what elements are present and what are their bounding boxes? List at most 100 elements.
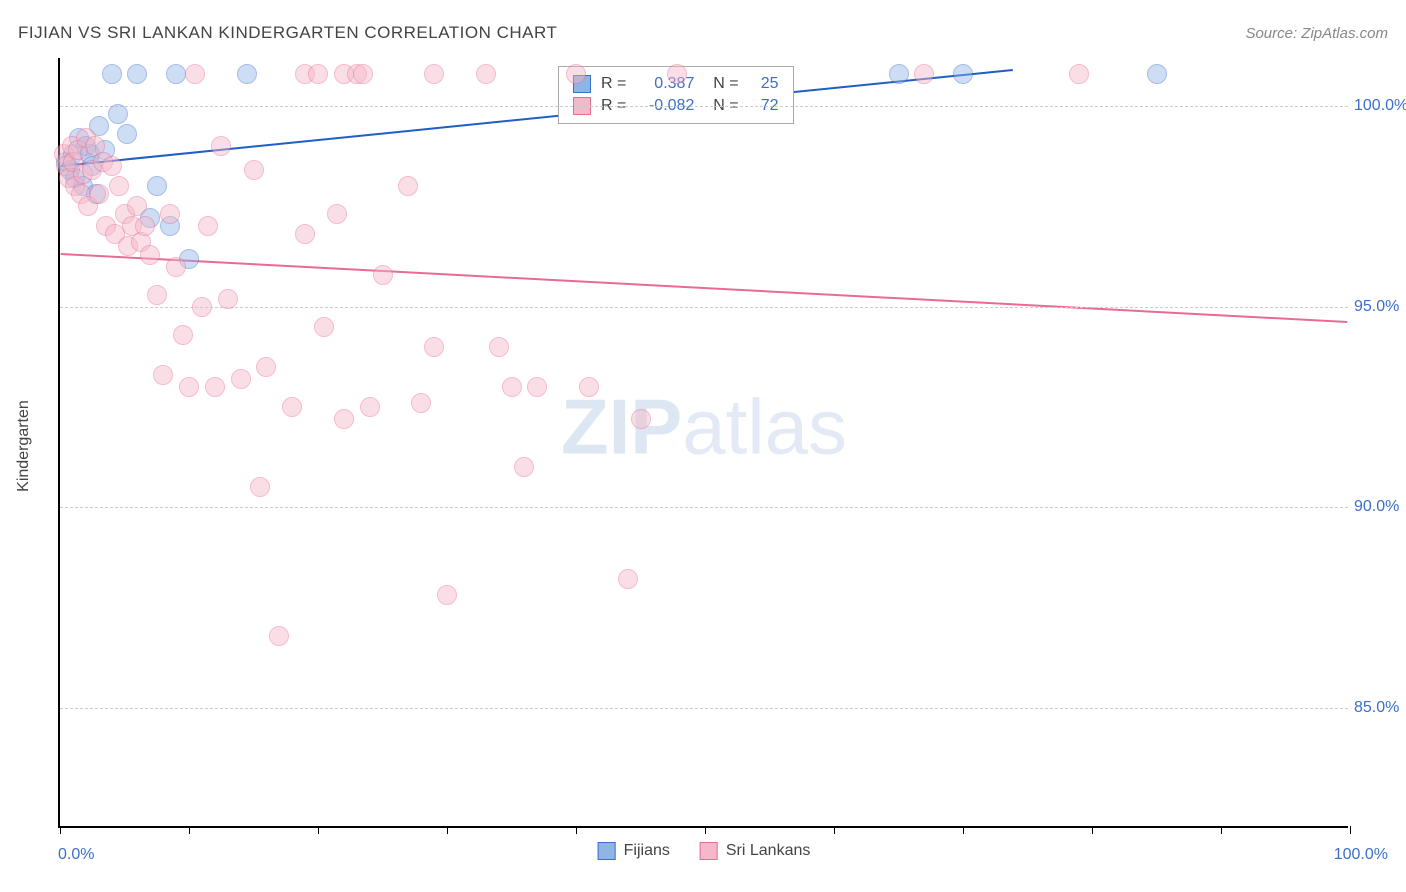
scatter-point (314, 317, 334, 337)
scatter-point (108, 104, 128, 124)
scatter-point (218, 289, 238, 309)
plot-area: ZIPatlas R =0.387 N =25R =-0.082 N =72 F… (58, 58, 1348, 828)
chart-container: FIJIAN VS SRI LANKAN KINDERGARTEN CORREL… (0, 0, 1406, 892)
grid-line (60, 307, 1348, 308)
scatter-point (667, 64, 687, 84)
scatter-point (102, 156, 122, 176)
stat-r-label: R = (601, 75, 626, 93)
scatter-point (353, 64, 373, 84)
scatter-point (437, 585, 457, 605)
legend-swatch (598, 842, 616, 860)
trend-line (61, 70, 1013, 166)
scatter-point (127, 64, 147, 84)
scatter-point (117, 124, 137, 144)
scatter-point (631, 409, 651, 429)
x-axis-min-label: 0.0% (58, 846, 94, 864)
scatter-point (327, 204, 347, 224)
legend-label: Sri Lankans (726, 842, 811, 860)
scatter-point (566, 64, 586, 84)
y-axis-title: Kindergarten (15, 400, 33, 492)
y-tick-label: 95.0% (1354, 298, 1406, 316)
scatter-point (411, 393, 431, 413)
x-tick (1221, 826, 1222, 834)
scatter-point (295, 224, 315, 244)
watermark-light: atlas (682, 382, 847, 470)
source-label: Source: ZipAtlas.com (1245, 25, 1388, 42)
x-tick (189, 826, 190, 834)
scatter-point (135, 216, 155, 236)
scatter-point (198, 216, 218, 236)
stat-n-label: N = (704, 75, 738, 93)
scatter-point (166, 64, 186, 84)
scatter-point (476, 64, 496, 84)
chart-title: FIJIAN VS SRI LANKAN KINDERGARTEN CORREL… (18, 23, 557, 43)
x-tick (1350, 826, 1351, 834)
scatter-point (889, 64, 909, 84)
scatter-point (914, 64, 934, 84)
scatter-point (237, 64, 257, 84)
watermark: ZIPatlas (561, 381, 847, 472)
scatter-point (160, 204, 180, 224)
y-tick-label: 100.0% (1354, 97, 1406, 115)
scatter-point (102, 64, 122, 84)
scatter-point (256, 357, 276, 377)
grid-line (60, 708, 1348, 709)
scatter-point (308, 64, 328, 84)
scatter-point (211, 136, 231, 156)
scatter-point (334, 409, 354, 429)
scatter-point (173, 325, 193, 345)
grid-line (60, 106, 1348, 107)
scatter-point (147, 176, 167, 196)
legend-item: Fijians (598, 842, 670, 860)
scatter-point (489, 337, 509, 357)
scatter-point (153, 365, 173, 385)
scatter-point (269, 626, 289, 646)
watermark-bold: ZIP (561, 382, 682, 470)
scatter-point (140, 245, 160, 265)
scatter-point (192, 297, 212, 317)
scatter-point (205, 377, 225, 397)
scatter-point (618, 569, 638, 589)
legend-swatch (700, 842, 718, 860)
scatter-point (89, 184, 109, 204)
x-tick (60, 826, 61, 834)
y-tick-label: 85.0% (1354, 699, 1406, 717)
x-axis-max-label: 100.0% (1334, 846, 1388, 864)
x-tick (834, 826, 835, 834)
x-tick (318, 826, 319, 834)
x-tick (576, 826, 577, 834)
bottom-legend: Fijians Sri Lankans (598, 842, 811, 860)
scatter-point (360, 397, 380, 417)
scatter-point (373, 265, 393, 285)
scatter-point (424, 337, 444, 357)
scatter-point (514, 457, 534, 477)
scatter-point (166, 257, 186, 277)
scatter-point (244, 160, 264, 180)
trend-line (61, 254, 1348, 322)
scatter-point (185, 64, 205, 84)
x-tick (1092, 826, 1093, 834)
scatter-point (109, 176, 129, 196)
scatter-point (953, 64, 973, 84)
legend-label: Fijians (624, 842, 670, 860)
scatter-point (179, 377, 199, 397)
x-tick (963, 826, 964, 834)
legend-item: Sri Lankans (700, 842, 811, 860)
scatter-point (502, 377, 522, 397)
y-tick-label: 90.0% (1354, 498, 1406, 516)
scatter-point (424, 64, 444, 84)
scatter-point (147, 285, 167, 305)
x-tick (447, 826, 448, 834)
scatter-point (250, 477, 270, 497)
scatter-point (231, 369, 251, 389)
scatter-point (1069, 64, 1089, 84)
scatter-point (579, 377, 599, 397)
header: FIJIAN VS SRI LANKAN KINDERGARTEN CORREL… (18, 18, 1388, 48)
stat-n-value: 25 (749, 75, 779, 93)
x-tick (705, 826, 706, 834)
scatter-point (1147, 64, 1167, 84)
scatter-point (398, 176, 418, 196)
scatter-point (127, 196, 147, 216)
grid-line (60, 507, 1348, 508)
scatter-point (527, 377, 547, 397)
